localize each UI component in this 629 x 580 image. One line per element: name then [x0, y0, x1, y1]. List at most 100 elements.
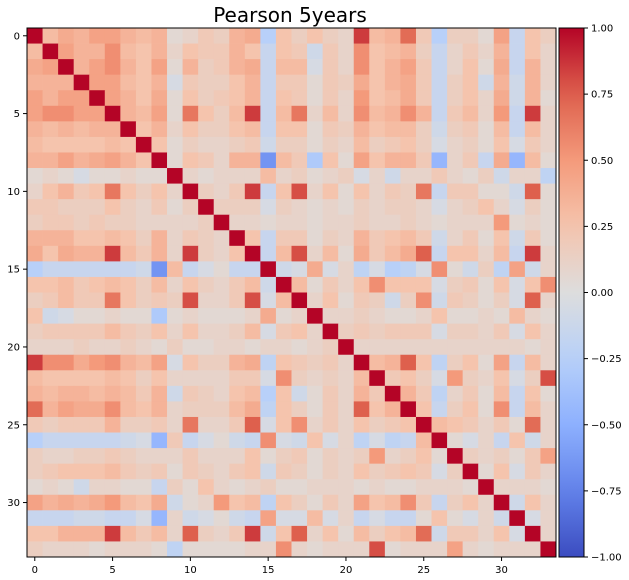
- heatmap-cell: [509, 354, 526, 371]
- heatmap-cell: [462, 43, 479, 60]
- heatmap-cell: [151, 121, 168, 138]
- heatmap-cell: [104, 432, 121, 449]
- heatmap-cell: [244, 525, 261, 542]
- heatmap-cell: [73, 323, 90, 340]
- heatmap-cell: [353, 43, 370, 60]
- heatmap-cell: [353, 214, 370, 231]
- heatmap-cell: [135, 43, 152, 60]
- heatmap-cell: [400, 105, 417, 122]
- heatmap-cell: [540, 276, 557, 293]
- heatmap-cell: [167, 510, 183, 527]
- heatmap-cell: [135, 214, 152, 231]
- heatmap-cell: [322, 308, 339, 325]
- heatmap-cell: [89, 494, 106, 511]
- heatmap-cell: [384, 74, 401, 91]
- heatmap-cell: [509, 448, 526, 465]
- heatmap-cell: [27, 432, 43, 449]
- heatmap-cell: [462, 354, 479, 371]
- heatmap-cell: [415, 385, 432, 402]
- heatmap-cell: [198, 105, 215, 122]
- heatmap-cell: [104, 261, 121, 278]
- heatmap-cell: [447, 214, 464, 231]
- heatmap-cell: [104, 276, 121, 293]
- heatmap-cell: [260, 401, 277, 418]
- heatmap-cell: [213, 510, 230, 527]
- heatmap-cell: [338, 525, 355, 542]
- heatmap-cell: [135, 90, 152, 107]
- heatmap-cell: [167, 385, 183, 402]
- heatmap-cell: [89, 432, 106, 449]
- heatmap-cell: [291, 230, 308, 247]
- heatmap-cell: [260, 59, 277, 76]
- heatmap-cell: [135, 105, 152, 122]
- heatmap-cell: [42, 199, 59, 216]
- heatmap-cell: [260, 292, 277, 309]
- heatmap-cell: [151, 28, 168, 44]
- heatmap-cell: [260, 308, 277, 325]
- heatmap-cell: [167, 541, 183, 558]
- heatmap-cell: [73, 510, 90, 527]
- heatmap-cell: [462, 308, 479, 325]
- heatmap-cell: [135, 354, 152, 371]
- heatmap-cell: [167, 183, 183, 200]
- heatmap-cell: [353, 245, 370, 262]
- heatmap-cell: [447, 230, 464, 247]
- heatmap-cell: [167, 354, 183, 371]
- heatmap-cell: [229, 230, 246, 247]
- heatmap-cell: [493, 416, 510, 433]
- heatmap-cell: [104, 168, 121, 184]
- heatmap-cell: [415, 214, 432, 231]
- heatmap-cell: [104, 370, 121, 387]
- heatmap-cell: [291, 199, 308, 216]
- heatmap-cell: [58, 199, 75, 216]
- heatmap-cell: [167, 370, 183, 387]
- heatmap-cell: [291, 541, 308, 558]
- heatmap-cell: [120, 339, 137, 356]
- heatmap-cell: [431, 292, 448, 309]
- heatmap-cell: [509, 416, 526, 433]
- heatmap-cell: [135, 183, 152, 200]
- heatmap-cell: [540, 261, 557, 278]
- heatmap-cell: [369, 448, 386, 465]
- colorbar-tick-label: 0.00: [591, 288, 613, 299]
- heatmap-cell: [431, 230, 448, 247]
- heatmap-cell: [73, 276, 90, 293]
- heatmap-cell: [244, 261, 261, 278]
- heatmap-cell: [198, 43, 215, 60]
- heatmap-cell: [213, 525, 230, 542]
- heatmap-cell: [42, 448, 59, 465]
- heatmap-cell: [198, 59, 215, 76]
- heatmap-cell: [120, 28, 137, 44]
- heatmap-cell: [167, 168, 183, 184]
- heatmap-cell: [478, 136, 495, 153]
- heatmap-cell: [275, 90, 292, 107]
- heatmap-cell: [104, 448, 121, 465]
- heatmap-cell: [353, 183, 370, 200]
- heatmap-cell: [322, 121, 339, 138]
- heatmap-cell: [244, 339, 261, 356]
- heatmap-cell: [275, 121, 292, 138]
- heatmap-cell: [260, 354, 277, 371]
- heatmap-cell: [447, 199, 464, 216]
- heatmap-cell: [447, 105, 464, 122]
- heatmap-cell: [415, 339, 432, 356]
- heatmap-cell: [151, 245, 168, 262]
- heatmap-cell: [415, 479, 432, 496]
- heatmap-cell: [400, 308, 417, 325]
- heatmap-cell: [275, 370, 292, 387]
- heatmap-cell: [400, 261, 417, 278]
- heatmap-cell: [307, 541, 324, 558]
- heatmap-cell: [151, 59, 168, 76]
- heatmap-cell: [275, 416, 292, 433]
- heatmap-cell: [338, 43, 355, 60]
- heatmap-cell: [322, 90, 339, 107]
- heatmap-cell: [244, 59, 261, 76]
- heatmap-cell: [369, 494, 386, 511]
- heatmap-cell: [275, 432, 292, 449]
- heatmap-cell: [384, 152, 401, 169]
- heatmap-cell: [167, 245, 183, 262]
- heatmap-cell: [260, 339, 277, 356]
- heatmap-cell: [384, 401, 401, 418]
- heatmap-cell: [229, 121, 246, 138]
- heatmap-cell: [275, 43, 292, 60]
